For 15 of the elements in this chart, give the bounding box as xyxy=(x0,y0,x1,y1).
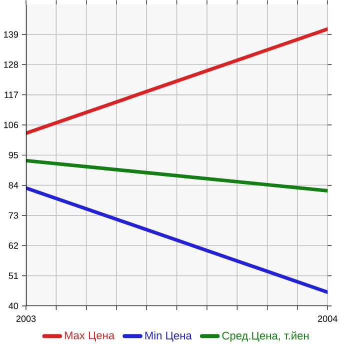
legend-label: Max Цена xyxy=(64,332,115,342)
y-tick-label: 73 xyxy=(8,212,18,219)
y-tick-label: 51 xyxy=(8,272,18,279)
y-tick-label: 139 xyxy=(4,31,18,38)
y-tick-label: 84 xyxy=(8,182,18,188)
y-tick-label: 106 xyxy=(4,122,18,128)
y-tick-label: 40 xyxy=(8,302,18,310)
legend-label: Min Цена xyxy=(145,331,192,342)
x-tick-label: 2004 xyxy=(318,316,338,322)
y-tick-label: 117 xyxy=(4,92,18,98)
y-tick-label: 95 xyxy=(8,152,18,158)
y-tick-label: 62 xyxy=(8,242,18,249)
y-tick-label: 128 xyxy=(4,61,18,68)
x-tick-label: 2003 xyxy=(16,316,36,322)
legend-label: Сред.Цена, т.йен xyxy=(222,331,309,342)
